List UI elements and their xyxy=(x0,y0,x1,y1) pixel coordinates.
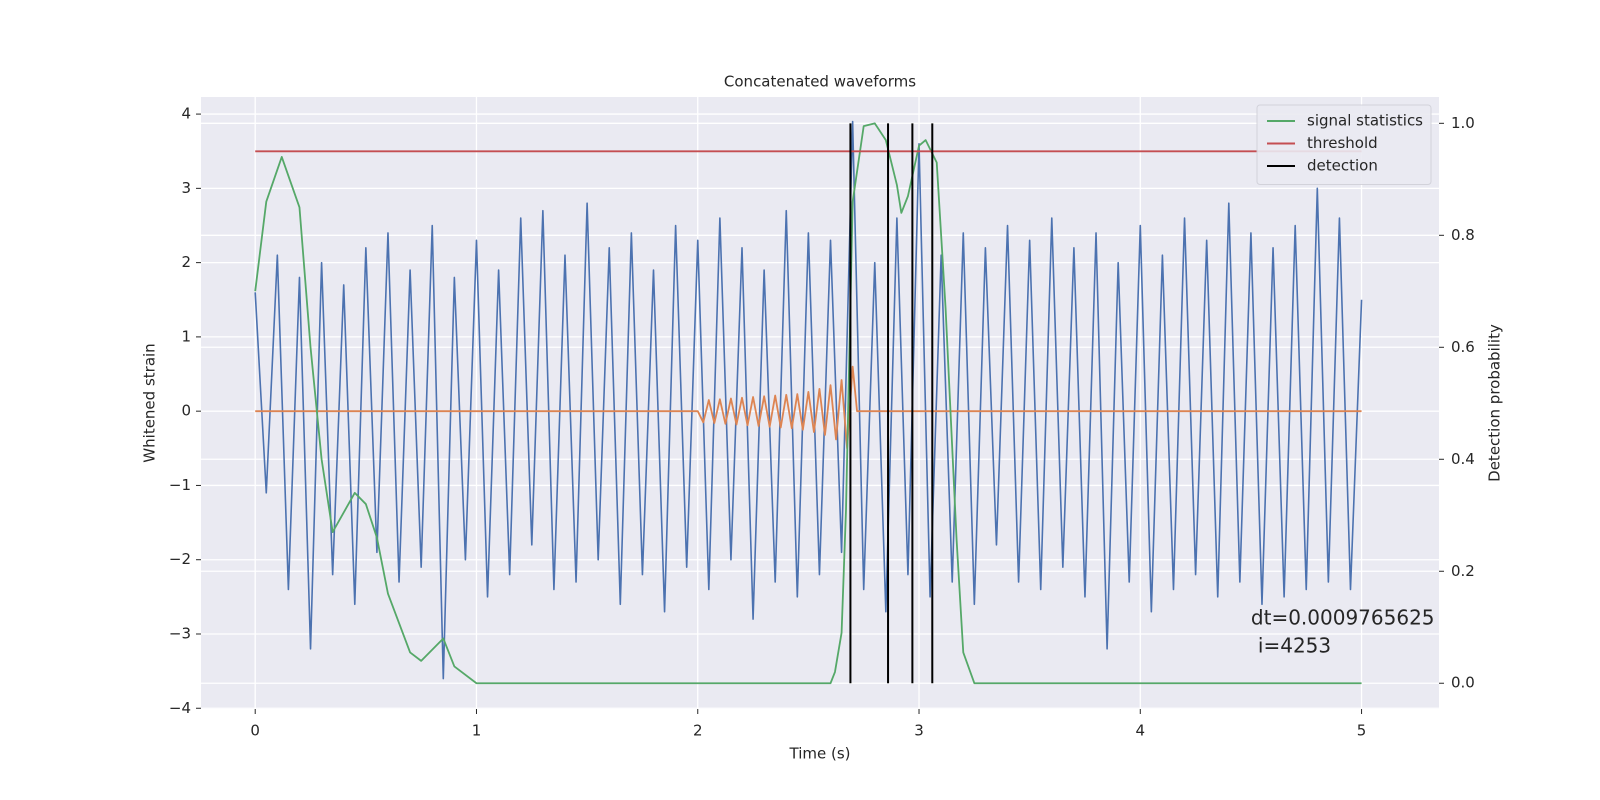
x-axis-label: Time (s) xyxy=(789,745,851,763)
y2-tick-label: 1.0 xyxy=(1451,114,1475,132)
y2-tick-label: 0.0 xyxy=(1451,674,1475,692)
x-tick-label: 4 xyxy=(1136,722,1146,740)
legend-box xyxy=(1256,104,1432,185)
x-tick-label: 0 xyxy=(250,722,260,740)
y-tick-label: 1 xyxy=(181,327,191,345)
legend-label: signal statistics xyxy=(1307,112,1423,130)
y2-tick-label: 0.6 xyxy=(1451,338,1475,356)
y-tick-label: −2 xyxy=(169,550,191,568)
y2-axis-label: Detection probability xyxy=(1486,324,1504,482)
x-tick-label: 3 xyxy=(914,722,924,740)
series-line xyxy=(255,365,1362,450)
x-tick-label: 5 xyxy=(1357,722,1367,740)
series-line xyxy=(254,122,1362,685)
y-tick-label: −3 xyxy=(169,624,191,642)
chart-title: Concatenated waveforms xyxy=(724,73,916,91)
legend-label: threshold xyxy=(1307,134,1378,152)
y2-tick-label: 0.4 xyxy=(1451,450,1475,468)
x-tick-label: 1 xyxy=(472,722,482,740)
y-tick-label: 2 xyxy=(181,253,191,271)
x-tick-label: 2 xyxy=(693,722,703,740)
y-tick-label: −1 xyxy=(169,476,191,494)
y2-tick-label: 0.8 xyxy=(1451,226,1475,244)
y-tick-label: −4 xyxy=(169,699,191,717)
series-line xyxy=(254,120,1363,680)
y-axis-label: Whitened strain xyxy=(141,343,159,462)
annotation: dt=0.0009765625 xyxy=(1251,605,1435,629)
y2-tick-label: 0.2 xyxy=(1451,562,1475,580)
y-tick-label: 3 xyxy=(181,179,191,197)
plot-area xyxy=(201,97,1439,709)
y-tick-label: 4 xyxy=(181,105,191,123)
annotation: i=4253 xyxy=(1258,633,1331,657)
legend-label: detection xyxy=(1307,157,1378,175)
y-tick-label: 0 xyxy=(181,402,191,420)
